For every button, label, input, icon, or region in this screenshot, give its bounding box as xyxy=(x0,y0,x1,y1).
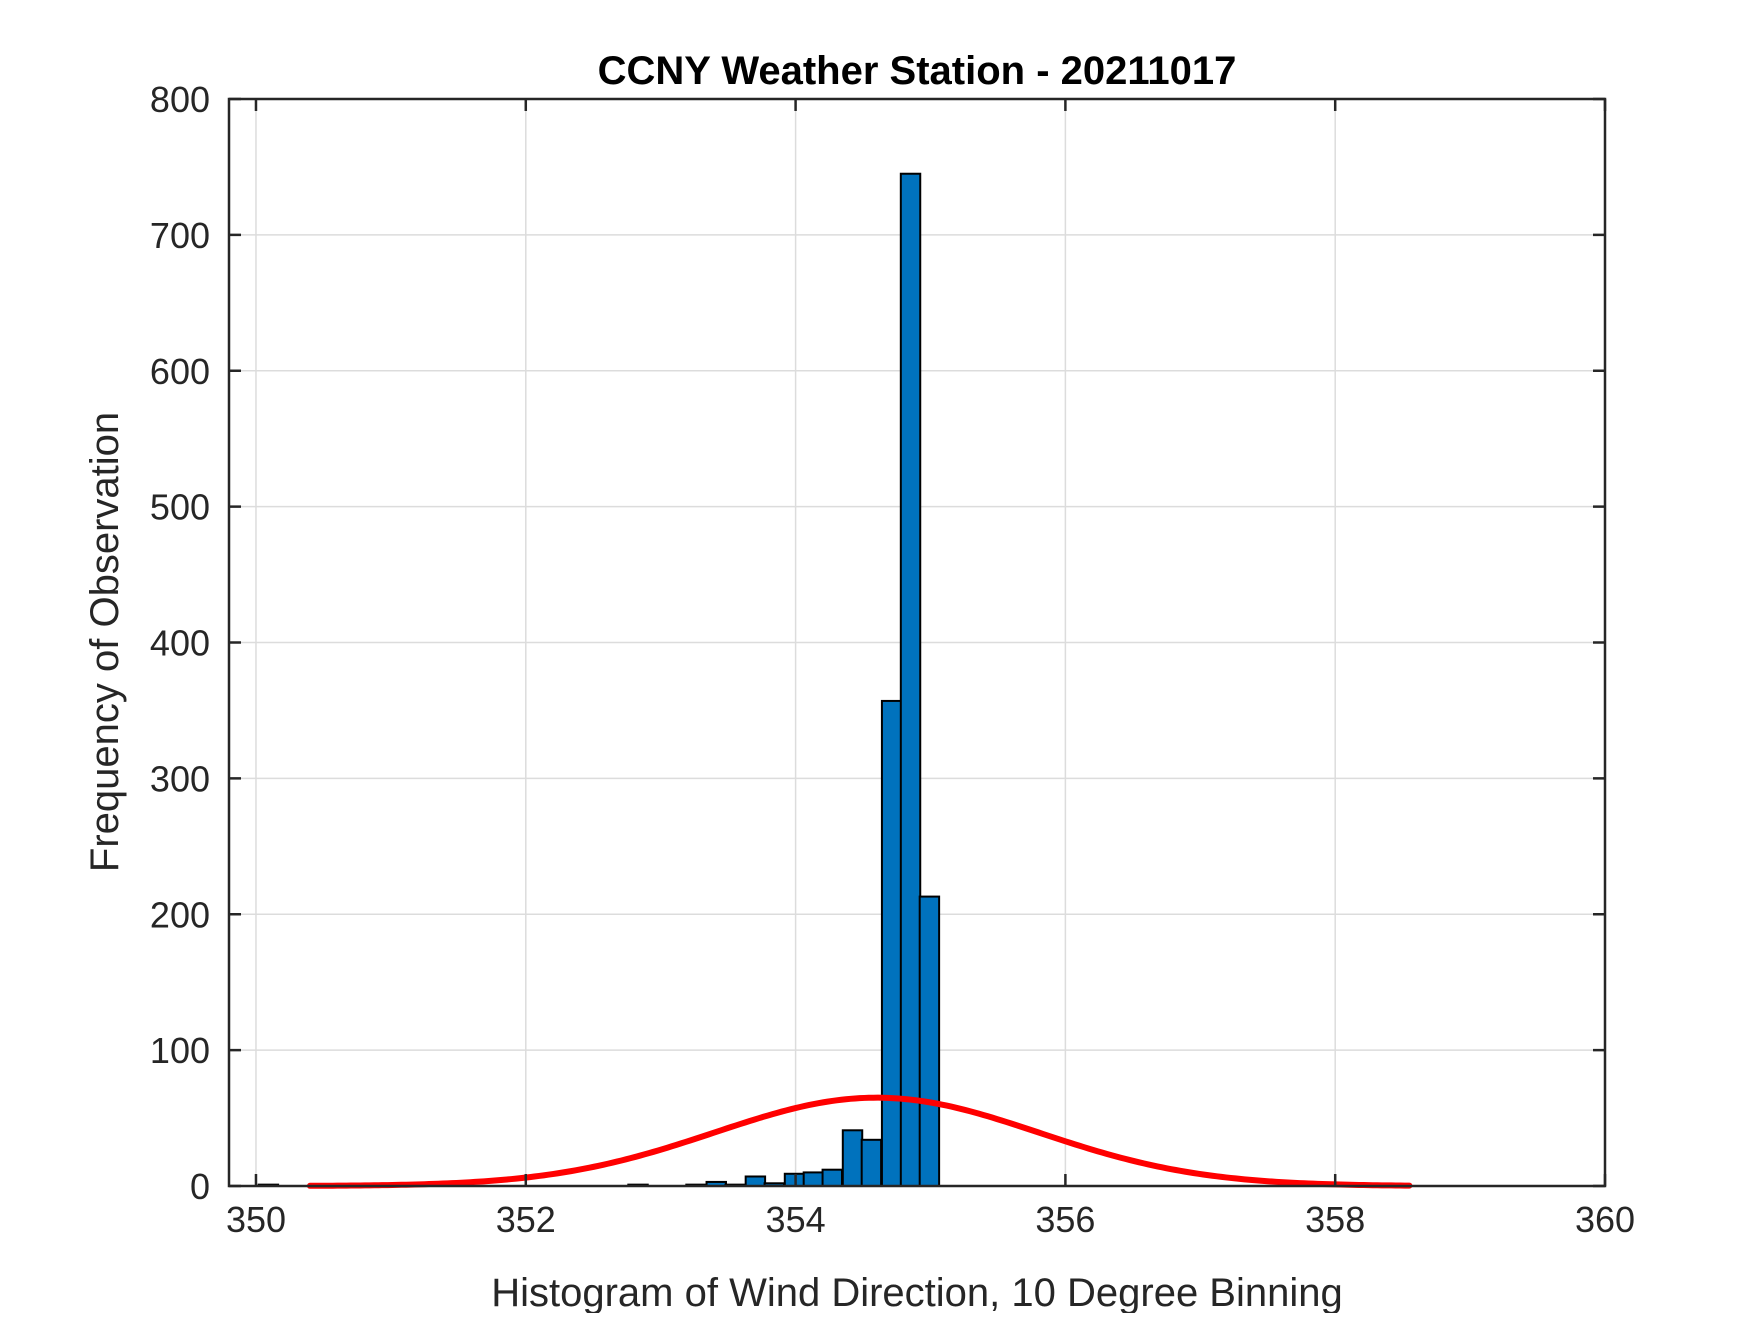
histogram-bar xyxy=(821,1168,843,1187)
y-tick-label: 200 xyxy=(150,894,210,935)
tick-labels: 350 352 354 356 358 360 0 100 200 300 400 500 600 700… xyxy=(150,79,1635,1240)
y-tick-label: 400 xyxy=(150,623,210,664)
x-axis-label: Histogram of Wind Direction, 10 Degree B… xyxy=(491,1271,1343,1313)
histogram-bar xyxy=(860,1138,883,1187)
histogram-bar xyxy=(880,699,903,1188)
x-tick-label: 350 xyxy=(226,1199,286,1240)
y-tick-label: 500 xyxy=(150,487,210,528)
fit-curve-layer xyxy=(306,1094,1413,1189)
y-tick-label: 700 xyxy=(150,215,210,256)
histogram-bar xyxy=(918,895,941,1187)
axes-frame xyxy=(227,97,1607,1188)
x-tick-label: 356 xyxy=(1035,1199,1095,1240)
x-tick-label: 352 xyxy=(496,1199,556,1240)
histogram-bar xyxy=(899,172,922,1187)
x-tick-label: 354 xyxy=(766,1199,826,1240)
y-tick-label: 100 xyxy=(150,1030,210,1071)
histogram-bar xyxy=(841,1129,864,1188)
normal-fit-curve xyxy=(306,1094,1413,1189)
x-tick-label: 358 xyxy=(1305,1199,1365,1240)
histogram-bar xyxy=(802,1171,825,1187)
y-tick-label: 300 xyxy=(150,758,210,799)
y-tick-label: 0 xyxy=(190,1166,210,1207)
chart-title: CCNY Weather Station - 20211017 xyxy=(598,49,1237,93)
y-tick-label: 600 xyxy=(150,351,210,392)
y-axis-label: Frequency of Observation xyxy=(83,412,127,872)
y-tick-label: 800 xyxy=(150,79,210,120)
x-tick-label: 360 xyxy=(1575,1199,1635,1240)
histogram-bar xyxy=(744,1175,767,1188)
